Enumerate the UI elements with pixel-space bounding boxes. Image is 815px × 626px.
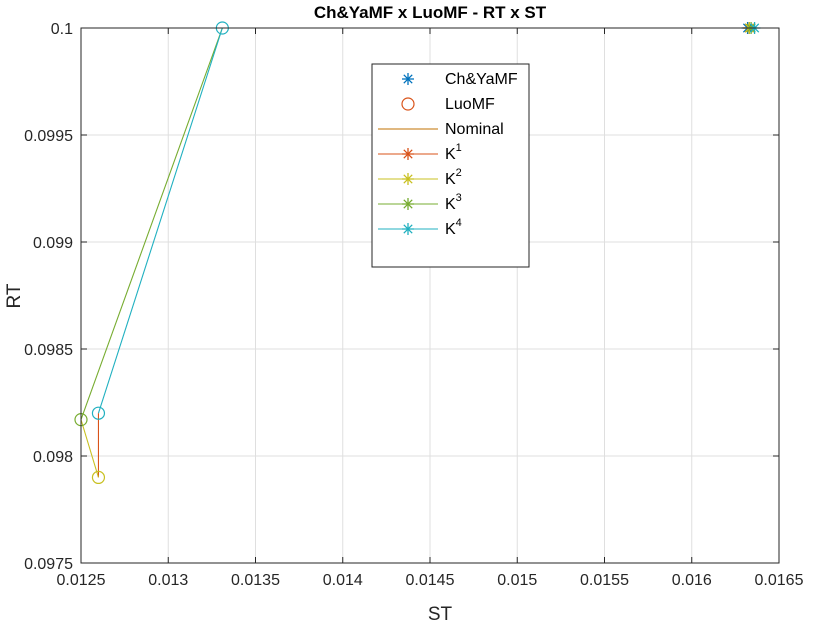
legend-box xyxy=(371,63,530,268)
legend-asterisk-icon xyxy=(402,73,414,85)
x-tick-label: 0.013 xyxy=(148,572,188,589)
x-tick-label: 0.015 xyxy=(497,572,537,589)
y-tick-label: 0.098 xyxy=(33,449,73,466)
y-tick-label: 0.1 xyxy=(51,21,73,38)
legend-asterisk-icon xyxy=(402,173,414,185)
series-line-k-3 xyxy=(80,27,223,420)
x-tick-label: 0.0165 xyxy=(755,572,804,589)
circle-point-k-2 xyxy=(91,470,106,484)
x-tick-label: 0.0125 xyxy=(57,572,106,589)
legend-entry-luomf: LuoMF xyxy=(401,96,495,113)
legend-superscript: 2 xyxy=(456,167,462,179)
legend-asterisk-icon xyxy=(402,148,414,160)
legend-superscript: 3 xyxy=(456,192,462,204)
legend-label: Ch&YaMF xyxy=(445,71,518,88)
legend-entry-nominal: Nominal xyxy=(378,121,504,138)
legend-label: Nominal xyxy=(445,121,504,138)
legend-superscript: 4 xyxy=(456,217,462,229)
y-tick-label: 0.099 xyxy=(33,235,73,252)
x-tick-label: 0.0155 xyxy=(580,572,629,589)
y-tick-label: 0.0985 xyxy=(24,342,73,359)
y-tick-label: 0.0975 xyxy=(24,556,73,573)
series-line-k-4 xyxy=(97,27,223,414)
legend-asterisk-icon xyxy=(402,223,414,235)
x-tick-label: 0.0145 xyxy=(406,572,455,589)
plot-frame xyxy=(80,27,780,564)
chart-title: Ch&YaMF x LuoMF - RT x ST xyxy=(314,3,547,22)
x-tick-label: 0.016 xyxy=(672,572,712,589)
y-tick-label: 0.0995 xyxy=(24,128,73,145)
legend-asterisk-icon xyxy=(402,198,414,210)
legend-entry-ch-yamf: Ch&YaMF xyxy=(402,71,518,88)
legend-circle-icon xyxy=(401,97,415,111)
circle-point-k-4 xyxy=(91,406,106,420)
x-ticks: 0.0125 0.013 0.0135 0.014 0.0145 0.015 0.0155 0… xyxy=(57,28,804,589)
y-axis-label: RT xyxy=(4,283,25,308)
series-line-k-2 xyxy=(80,419,99,478)
legend-superscript: 1 xyxy=(456,142,462,154)
y-ticks: 0.0975 0.098 0.0985 0.099 0.0995 0.1 xyxy=(24,21,779,573)
x-tick-label: 0.014 xyxy=(323,572,363,589)
x-axis-label: ST xyxy=(428,604,453,625)
x-tick-label: 0.0135 xyxy=(231,572,280,589)
legend-label: LuoMF xyxy=(445,96,495,113)
